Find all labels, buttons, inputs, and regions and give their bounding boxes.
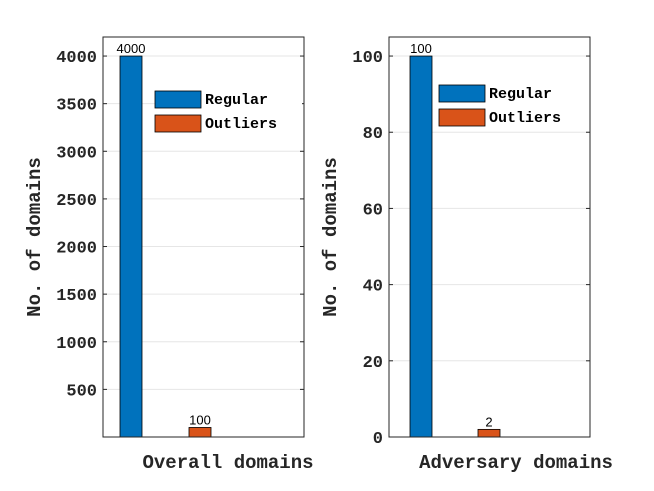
y-tick-label: 60 — [363, 201, 383, 220]
data-labels-overall: 4000 100 — [117, 41, 211, 427]
data-label-outliers: 100 — [189, 412, 211, 427]
x-axis-label-overall: Overall domains — [142, 452, 313, 474]
legend-adversary: Regular Outliers — [438, 82, 586, 130]
y-tick-label: 40 — [363, 278, 383, 297]
bar-outliers — [188, 427, 212, 438]
y-tick-label: 2500 — [56, 192, 97, 211]
bar-regular — [119, 55, 143, 438]
data-label-regular: 4000 — [117, 41, 146, 56]
plot-area-overall — [102, 36, 305, 438]
legend-label-outliers: Outliers — [205, 116, 277, 133]
bar-outliers — [477, 428, 501, 438]
chart-overall-domains: 4000 100 500 1000 1500 2000 2500 3000 3500 4000 … — [24, 36, 314, 474]
legend-label-outliers: Outliers — [489, 110, 561, 127]
data-label-regular: 100 — [410, 41, 432, 56]
y-tick-label: 3500 — [56, 97, 97, 116]
legend-swatch-outliers — [154, 114, 202, 133]
y-tick-label: 2000 — [56, 240, 97, 259]
y-tick-label: 3000 — [56, 144, 97, 163]
y-tick-label: 100 — [352, 49, 383, 68]
data-labels-adversary: 100 2 — [410, 41, 492, 429]
x-axis-label-adversary: Adversary domains — [419, 452, 613, 474]
y-tick-label: 500 — [66, 382, 97, 401]
data-label-outliers: 2 — [485, 414, 492, 429]
y-axis-label-adversary: No. of domains — [320, 157, 342, 317]
legend-swatch-regular — [154, 90, 202, 109]
legend-label-regular: Regular — [489, 86, 552, 103]
plot-area-adversary — [388, 36, 591, 438]
y-tick-label: 1500 — [56, 287, 97, 306]
y-axis-label-overall: No. of domains — [24, 157, 46, 317]
y-tick-label: 0 — [373, 430, 383, 449]
y-ticks-adversary: 0 20 40 60 80 100 — [352, 49, 590, 449]
bar-regular — [409, 55, 433, 438]
y-tick-label: 4000 — [56, 49, 97, 68]
legend-swatch-outliers — [438, 108, 486, 127]
legend-swatch-regular — [438, 84, 486, 103]
legend-overall: Regular Outliers — [154, 88, 302, 136]
y-tick-label: 80 — [363, 125, 383, 144]
y-tick-label: 20 — [363, 354, 383, 373]
y-tick-label: 1000 — [56, 335, 97, 354]
legend-label-regular: Regular — [205, 92, 268, 109]
y-ticks-overall: 500 1000 1500 2000 2500 3000 3500 4000 — [56, 49, 304, 401]
chart-adversary-domains: 100 2 0 20 40 60 80 100 Regular Outliers No. of… — [320, 36, 613, 474]
